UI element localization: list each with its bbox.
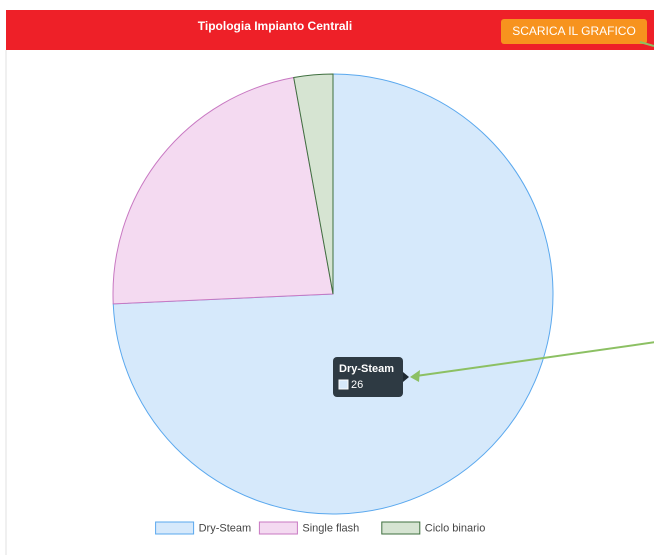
annotation-arrowhead (410, 370, 420, 382)
annotation-arrow (415, 341, 654, 377)
tooltip-swatch (338, 379, 349, 390)
legend-swatch (381, 521, 421, 535)
legend-label: Dry-Steam (199, 522, 252, 534)
chart-title: Tipologia Impianto Centrali (198, 19, 352, 33)
pie (112, 73, 554, 515)
legend-swatch (155, 521, 195, 535)
pie-slice (293, 73, 334, 295)
tooltip: Dry-Steam 26 (333, 357, 409, 397)
tooltip-box (333, 357, 403, 397)
download-button[interactable] (501, 19, 647, 44)
tooltip-caret (403, 372, 409, 382)
tooltip-title: Dry-Steam (339, 363, 394, 375)
legend-label: Ciclo binario (425, 522, 486, 534)
download-button-label[interactable]: SCARICA IL GRAFICO (512, 24, 636, 38)
legend-label: Single flash (302, 522, 359, 534)
pie-slice (112, 76, 334, 305)
legend: Dry-Steam Single flash Ciclo binario (155, 521, 486, 535)
tooltip-value: 26 (351, 379, 363, 391)
annotation-arrow (639, 41, 654, 47)
legend-swatch (258, 521, 298, 535)
